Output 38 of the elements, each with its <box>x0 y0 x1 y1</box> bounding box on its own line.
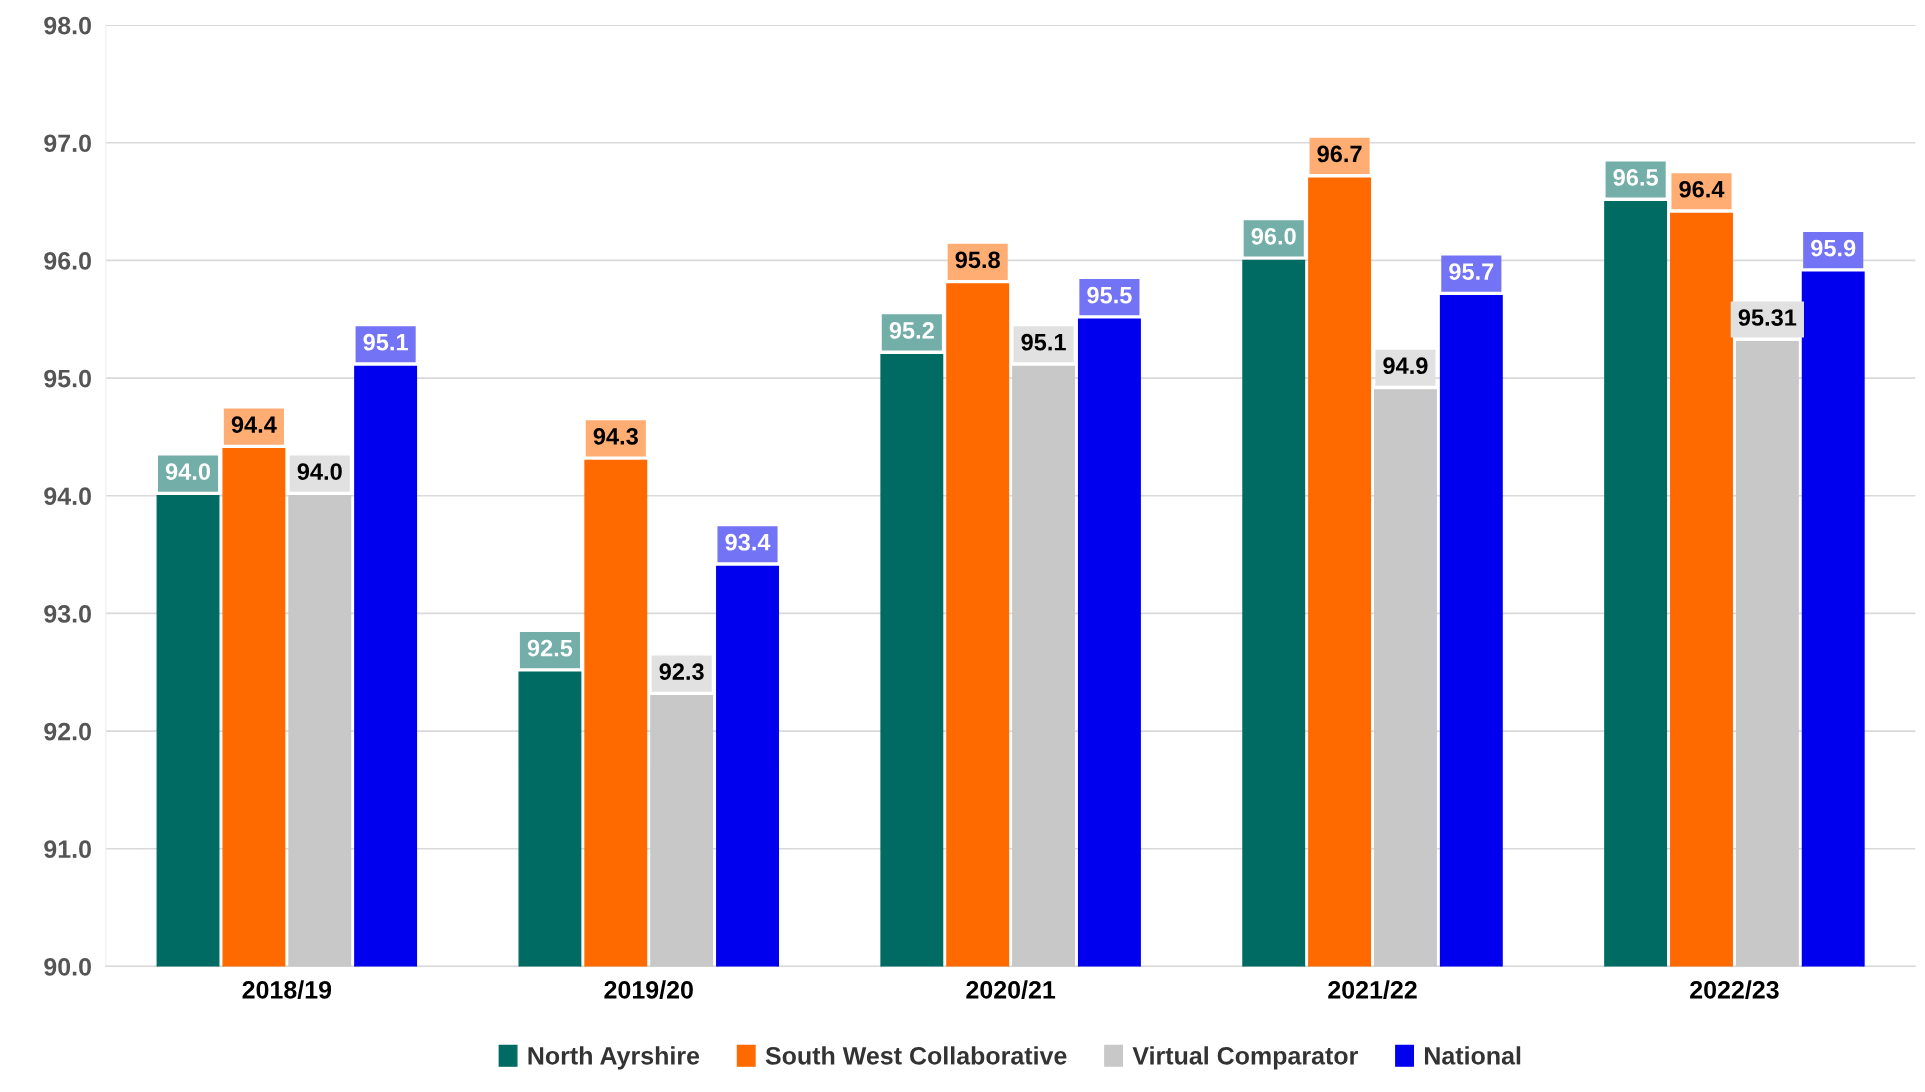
data-label: 94.0 <box>297 463 342 480</box>
x-tick-label: 2018/19 <box>242 980 332 999</box>
data-label: 95.1 <box>1021 333 1066 351</box>
data-label: 92.3 <box>659 663 704 681</box>
data-label: 94.9 <box>1383 357 1428 375</box>
y-tick-label: 97.0 <box>44 134 91 153</box>
data-label: 96.4 <box>1679 180 1725 198</box>
data-label: 96.7 <box>1317 145 1362 163</box>
legend-label: North Ayrshire <box>528 1046 700 1070</box>
legend-label: South West Collaborative <box>765 1046 1067 1065</box>
x-tick-label: 2020/21 <box>966 980 1056 999</box>
x-tick-label: 2022/23 <box>1690 980 1779 999</box>
data-label: 94.0 <box>165 463 211 480</box>
data-label: 94.3 <box>593 427 638 445</box>
data-label: 92.5 <box>527 639 573 657</box>
data-label: 96.0 <box>1251 227 1296 245</box>
y-tick-label: 93.0 <box>44 605 91 623</box>
legend-label: Virtual Comparator <box>1132 1046 1358 1070</box>
data-label: 96.5 <box>1613 169 1658 186</box>
data-label: 95.2 <box>889 322 934 339</box>
data-label: 95.1 <box>363 333 408 351</box>
y-tick-label: 92.0 <box>44 722 91 741</box>
y-tick-label: 98.0 <box>44 16 91 35</box>
y-tick-label: 95.0 <box>44 369 91 388</box>
data-label: 94.4 <box>231 416 277 433</box>
data-label: 95.7 <box>1449 263 1494 280</box>
x-tick-label: 2019/20 <box>604 980 693 999</box>
x-tick-label: 2021/22 <box>1328 980 1417 999</box>
data-label: 93.4 <box>725 533 771 551</box>
legend-label: National <box>1424 1046 1521 1065</box>
y-tick-label: 94.0 <box>44 487 91 506</box>
y-tick-label: 96.0 <box>44 252 91 270</box>
data-label: 95.31 <box>1738 309 1797 326</box>
y-tick-label: 91.0 <box>44 840 91 859</box>
y-tick-label: 90.0 <box>44 958 91 976</box>
data-label: 95.9 <box>1811 239 1856 257</box>
data-label: 95.5 <box>1087 286 1132 304</box>
data-label: 95.8 <box>955 251 1000 269</box>
